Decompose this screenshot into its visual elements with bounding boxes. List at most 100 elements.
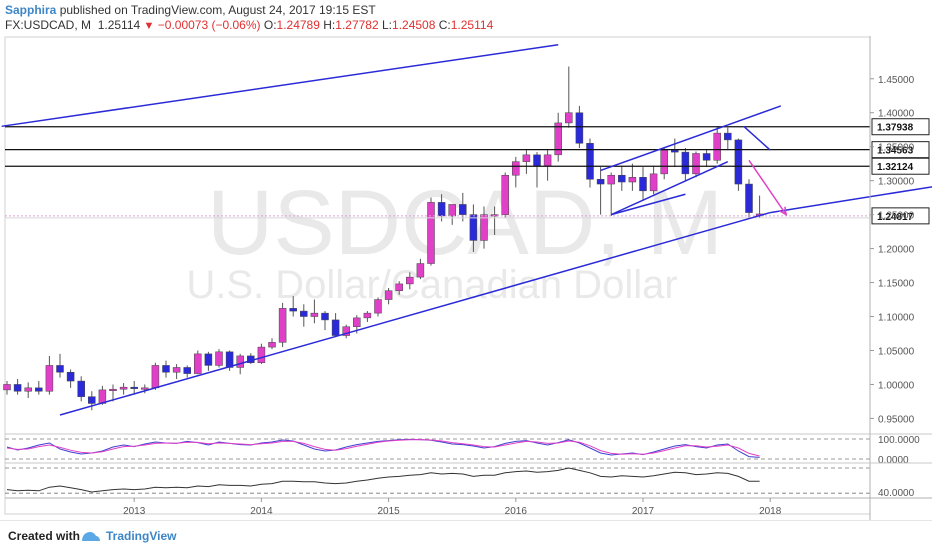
candle-body: [427, 202, 435, 264]
candle-body: [13, 384, 22, 392]
level-price-label: 1.32124: [877, 162, 914, 173]
candle-body: [586, 143, 594, 180]
price-tick-label: 1.15000: [878, 279, 915, 290]
candle-body: [35, 387, 43, 392]
created-with-text: Created with: [8, 529, 81, 543]
candle-body: [745, 183, 753, 213]
candle-body: [554, 122, 562, 156]
candle-body: [639, 177, 647, 192]
level-price-tag: [871, 118, 930, 136]
level-price-label: 1.24817: [877, 212, 914, 223]
close-value: 1.25114: [450, 18, 494, 32]
candle-body: [3, 384, 11, 391]
candle-body: [310, 312, 319, 317]
candle-body: [268, 342, 276, 348]
open-value: 1.24789: [276, 18, 320, 32]
watermark-symbol: USDCAD, M: [207, 172, 723, 274]
oscillator-tick-label: 0.0000: [878, 455, 909, 466]
price-tick-label: 1.10000: [878, 313, 915, 324]
candle-body: [522, 154, 531, 162]
level-price-tag: [871, 207, 930, 225]
candle-body: [331, 319, 340, 336]
candle-body: [384, 290, 393, 300]
candle-body: [628, 177, 637, 183]
candle-body: [671, 149, 679, 153]
last-price: 1.25114: [97, 18, 141, 32]
candle-body: [257, 346, 266, 363]
down-arrow-icon: ▼: [143, 20, 155, 32]
candle-body: [66, 371, 75, 382]
candle-body: [194, 353, 202, 374]
candle-body: [215, 351, 223, 366]
candle-body: [649, 173, 658, 192]
candle-body: [119, 386, 128, 390]
oscillator-tick-label: 100.0000: [878, 435, 920, 446]
arrow-head-icon: [778, 206, 788, 217]
candle-body: [607, 174, 615, 185]
trendline: [770, 186, 932, 214]
trendline: [59, 211, 771, 416]
candle-body: [225, 351, 234, 368]
published-text: published on TradingView.com, August 24,…: [56, 3, 376, 17]
level-price-label: 1.34563: [877, 146, 914, 157]
level-price-tag: [871, 141, 930, 159]
candle-body: [353, 317, 361, 327]
candles: [3, 66, 764, 411]
price-tick-label: 1.35000: [878, 143, 915, 154]
candle-body: [437, 202, 446, 217]
candle-body: [734, 139, 743, 185]
open-label: O:: [263, 18, 277, 32]
axes: 0.95000 1.00000 1.05000 1.10000 1.15000 1.200…: [5, 36, 932, 520]
tradingview-brand[interactable]: TradingView: [106, 529, 177, 543]
high-label: H:: [323, 18, 336, 32]
price-tick-label: 1.20000: [878, 245, 915, 256]
candle-body: [501, 174, 509, 215]
candle-body: [172, 367, 181, 373]
low-label: L:: [382, 18, 393, 32]
candle-body: [565, 112, 573, 124]
author-link[interactable]: Sapphira: [5, 3, 57, 17]
candle-body: [24, 387, 32, 392]
candle-body: [533, 154, 541, 166]
time-tick-label: 2014: [250, 506, 273, 517]
candle-body: [300, 310, 308, 317]
candle-body: [395, 283, 403, 291]
trendlines: [1, 44, 932, 416]
horizontal-levels: 1.37938 1.34563 1.32124 1.24817: [5, 118, 930, 225]
candle-body: [374, 299, 382, 314]
candle-body: [406, 276, 414, 285]
candle-body: [236, 355, 244, 368]
high-value: 1.27782: [335, 18, 379, 32]
candle-body: [321, 312, 329, 321]
candle-body: [459, 204, 467, 215]
candle-body: [77, 380, 85, 397]
time-tick-label: 2017: [632, 506, 655, 517]
candle-body: [45, 365, 54, 392]
candle-body: [724, 132, 732, 141]
price-tick-label: 1.05000: [878, 346, 915, 357]
projection-arrow: [748, 159, 787, 216]
candle-body: [660, 149, 668, 175]
price-chart[interactable]: USDCAD, M U.S. Dollar/Canadian Dollar 1.…: [0, 36, 932, 520]
candle-body: [702, 153, 711, 161]
candle-body: [109, 388, 117, 391]
footer: Created with TradingView: [0, 520, 932, 551]
candle-body: [204, 353, 213, 366]
watermark-description: U.S. Dollar/Canadian Dollar: [186, 263, 677, 307]
candle-body: [342, 326, 350, 336]
publish-line: Sapphira published on TradingView.com, A…: [5, 3, 376, 17]
price-tick-label: 1.25000: [878, 211, 915, 222]
rsi-line: [6, 467, 760, 493]
candle-body: [56, 365, 64, 373]
candle-body: [469, 214, 478, 241]
candle-body: [416, 263, 425, 278]
price-tick-label: 1.40000: [878, 109, 915, 120]
trendline: [1, 44, 559, 128]
time-tick-label: 2018: [759, 506, 782, 517]
candle-body: [183, 367, 191, 374]
level-price-tag: [871, 157, 930, 175]
price-tick-label: 1.45000: [878, 75, 915, 86]
candle-body: [162, 365, 170, 373]
tradingview-logo-icon: [82, 532, 100, 541]
oscillator-tick-label: 40.0000: [878, 488, 915, 499]
